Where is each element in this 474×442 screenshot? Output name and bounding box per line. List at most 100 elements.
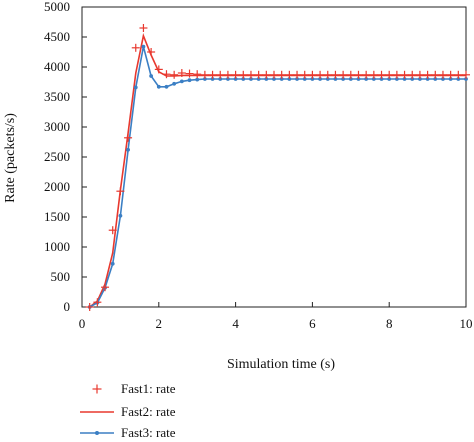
data-point: [333, 77, 338, 81]
data-point: [156, 84, 161, 89]
legend-swatch-dot: [95, 431, 99, 435]
legend-label: Fast3: rate: [121, 425, 176, 440]
series-2: [89, 33, 466, 308]
y-axis-label: Rate (packets/s): [3, 113, 18, 203]
data-point: [454, 70, 463, 79]
data-point: [295, 77, 299, 81]
data-point: [341, 77, 346, 81]
data-point: [110, 261, 115, 266]
data-point: [316, 70, 325, 79]
data-point: [246, 70, 255, 79]
data-point: [364, 77, 369, 81]
data-point: [425, 77, 430, 81]
data-point: [177, 69, 186, 77]
data-point: [147, 48, 156, 56]
data-point: [162, 70, 171, 79]
data-point: [108, 226, 117, 235]
data-point: [208, 70, 217, 79]
data-point: [141, 44, 146, 49]
data-point: [346, 70, 355, 79]
data-point: [193, 70, 202, 79]
y-tick-label: 1500: [44, 209, 70, 224]
data-point: [262, 70, 271, 79]
data-point: [124, 133, 133, 142]
data-point: [354, 70, 363, 79]
data-point: [462, 70, 470, 79]
data-point: [133, 85, 138, 90]
data-point: [270, 70, 278, 79]
data-point: [185, 69, 194, 78]
data-point: [231, 70, 240, 79]
data-point: [441, 77, 445, 81]
data-point: [216, 70, 225, 79]
y-tick-label: 4500: [44, 29, 70, 44]
x-tick-label: 0: [79, 316, 86, 331]
data-point: [241, 77, 246, 81]
y-tick-label: 1000: [44, 239, 70, 254]
data-point: [431, 70, 440, 79]
x-tick-label: 8: [386, 316, 393, 331]
legend-label: Fast1: rate: [121, 381, 176, 396]
data-point: [287, 77, 292, 81]
data-point: [170, 70, 179, 79]
data-point: [239, 70, 248, 79]
data-point: [285, 70, 294, 79]
y-axis-ticks: 0 500 1000 1500 2000 2500 3000 3500 4000 4500 5000: [44, 0, 87, 314]
data-point: [154, 65, 163, 74]
data-point: [93, 298, 102, 307]
x-tick-label: 6: [309, 316, 316, 331]
series-layer: [85, 24, 470, 311]
x-tick-label: 10: [460, 316, 473, 331]
x-axis-ticks: 0 2 4 6 8 10: [79, 302, 473, 331]
data-point: [202, 77, 207, 81]
data-point: [325, 77, 330, 81]
data-point: [139, 24, 148, 32]
data-point: [226, 77, 230, 81]
data-point: [415, 70, 424, 79]
data-point: [438, 70, 447, 79]
data-point: [300, 70, 309, 79]
y-tick-label: 2000: [44, 179, 70, 194]
data-point: [131, 43, 140, 52]
data-point: [379, 77, 384, 81]
legend: Fast1: rate Fast2: rate Fast3: rate: [80, 381, 176, 440]
x-axis-label: Simulation time (s): [227, 357, 335, 372]
data-point: [310, 77, 315, 81]
data-point: [233, 77, 238, 81]
data-point: [318, 77, 322, 81]
data-point: [423, 70, 432, 79]
data-point: [323, 70, 332, 79]
x-tick-label: 2: [156, 316, 163, 331]
data-point: [200, 70, 209, 79]
y-tick-label: 4000: [44, 59, 70, 74]
data-point: [149, 74, 154, 78]
data-point: [418, 77, 422, 81]
data-point: [116, 187, 125, 196]
data-point: [293, 70, 302, 79]
data-point: [308, 70, 317, 79]
data-point: [356, 77, 361, 81]
data-point: [118, 213, 123, 218]
data-point: [448, 77, 453, 81]
legend-item: Fast3: rate: [80, 425, 176, 440]
data-point: [464, 77, 468, 81]
data-point: [302, 77, 307, 81]
data-point: [339, 70, 348, 79]
x-tick-label: 4: [232, 316, 239, 331]
data-point: [85, 303, 94, 311]
data-point: [385, 70, 394, 79]
legend-item: Fast2: rate: [80, 404, 176, 419]
legend-item: Fast1: rate: [92, 381, 176, 396]
data-point: [446, 70, 455, 79]
y-tick-label: 2500: [44, 149, 70, 164]
data-point: [254, 70, 263, 79]
y-tick-label: 3500: [44, 89, 70, 104]
data-point: [272, 77, 276, 81]
series-3: [87, 44, 468, 309]
data-point: [256, 77, 261, 81]
data-point: [164, 84, 169, 89]
series-1: [85, 24, 470, 311]
data-point: [249, 77, 253, 81]
data-point: [126, 147, 130, 152]
